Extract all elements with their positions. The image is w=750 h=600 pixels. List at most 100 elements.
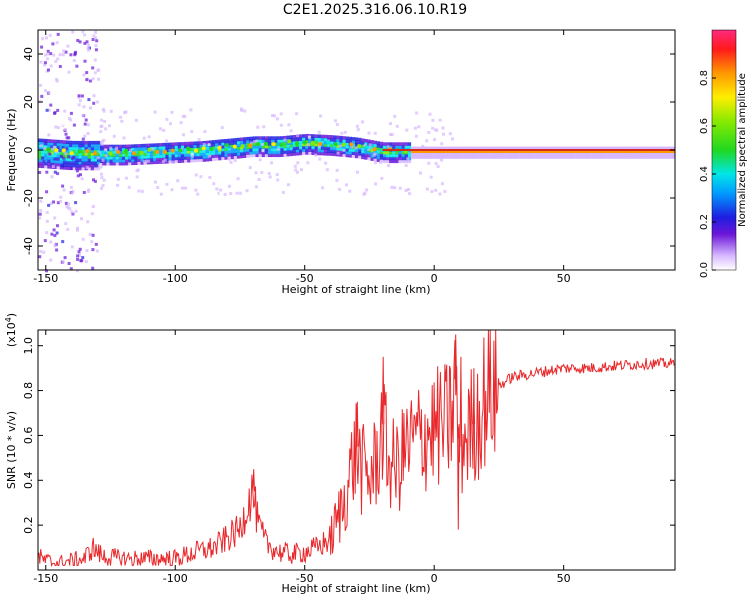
heatmap-noise-cell: [46, 49, 50, 53]
heatmap-cell: [550, 152, 554, 156]
heatmap-cell: [653, 146, 657, 151]
heatmap-cell: [473, 149, 477, 153]
heatmap-cell: [569, 146, 573, 151]
heatmap-noise-cell: [81, 114, 85, 118]
heatmap-cell: [501, 152, 505, 156]
heatmap-noise-cell: [92, 101, 96, 105]
heatmap-cell: [93, 140, 98, 145]
heatmap-cell: [345, 148, 349, 152]
heatmap-noise-cell: [114, 148, 118, 152]
heatmap-cell: [87, 158, 91, 162]
heatmap-cell: [109, 156, 113, 160]
heatmap-noise-cell: [245, 189, 249, 193]
heatmap-cell: [525, 149, 530, 153]
heatmap-noise-cell: [268, 175, 272, 179]
heatmap-cell: [286, 144, 290, 148]
heatmap-cell: [637, 146, 641, 151]
heatmap-cell: [286, 135, 290, 140]
heatmap-ridge-dot: [287, 139, 292, 144]
heatmap-ridge-dot: [357, 144, 362, 149]
heatmap-cell: [560, 155, 564, 159]
heatmap-cell: [634, 146, 638, 151]
heatmap-cell: [588, 155, 592, 159]
heatmap-cell: [106, 162, 110, 166]
heatmap-noise-cell: [428, 155, 432, 159]
heatmap-cell: [59, 140, 64, 144]
heatmap-noise-cell: [170, 188, 174, 192]
heatmap-cell: [187, 159, 191, 163]
heatmap-cell: [665, 146, 669, 151]
heatmap-ridge-dot: [318, 141, 323, 146]
heatmap-cell: [103, 150, 107, 154]
heatmap-cell: [522, 152, 526, 156]
heatmap-cell: [93, 163, 98, 168]
heatmap-cell: [625, 146, 629, 151]
heatmap-cell: [354, 137, 359, 141]
heatmap-cell: [507, 155, 511, 159]
heatmap-noise-cell: [87, 98, 91, 102]
heatmap-noise-cell: [219, 191, 223, 195]
heatmap-cell: [93, 155, 98, 159]
heatmap-cell: [44, 164, 48, 169]
heatmap-cell: [476, 155, 480, 159]
heatmap-noise-cell: [124, 176, 128, 180]
heatmap-noise-cell: [77, 250, 81, 254]
heatmap-cell: [87, 166, 91, 171]
heatmap-cell: [606, 155, 610, 159]
heatmap-cell: [171, 156, 175, 161]
heatmap-cell: [351, 151, 356, 155]
heatmap-cell: [177, 145, 182, 149]
heatmap-noise-cell: [170, 110, 174, 114]
heatmap-cell: [634, 149, 638, 153]
heatmap-cell: [81, 143, 85, 148]
heatmap-cell: [128, 153, 132, 157]
heatmap-noise-cell: [404, 164, 408, 167]
heatmap-cell: [180, 142, 185, 146]
heatmap-cell: [236, 152, 241, 156]
heatmap-cell: [308, 137, 312, 141]
heatmap-noise-cell: [421, 144, 425, 148]
heatmap-noise-cell: [101, 184, 105, 187]
heatmap-cell: [507, 146, 511, 151]
heatmap-cell: [131, 147, 135, 151]
heatmap-cell: [323, 146, 328, 150]
heatmap-cell: [230, 144, 234, 148]
heatmap-cell: [600, 146, 604, 151]
heatmap-ridge-dot: [232, 144, 237, 149]
heatmap-cell: [435, 152, 439, 156]
heatmap-noise-cell: [159, 127, 162, 131]
heatmap-cell: [75, 140, 79, 145]
heatmap-noise-cell: [116, 183, 120, 187]
heatmap-cell: [668, 149, 673, 153]
heatmap-noise-cell: [335, 178, 339, 182]
heatmap-ridge-dot: [93, 151, 97, 156]
heatmap-cell: [311, 148, 315, 153]
heatmap-cell: [258, 142, 262, 146]
heatmap-cell: [364, 139, 368, 143]
heatmap-cell: [572, 146, 576, 151]
heatmap-noise-cell: [48, 152, 52, 156]
heatmap-cell: [153, 160, 157, 165]
heatmap-cell: [112, 162, 116, 166]
heatmap-cell: [165, 154, 169, 158]
heatmap-noise-cell: [254, 171, 258, 175]
heatmap-cell: [454, 149, 458, 153]
heatmap-noise-cell: [203, 130, 207, 134]
heatmap-cell: [376, 155, 380, 160]
heatmap-cell: [479, 146, 483, 151]
heatmap-noise-cell: [92, 34, 96, 38]
heatmap-noise-cell: [295, 170, 299, 174]
heatmap-noise-cell: [85, 71, 89, 75]
heatmap-cell: [146, 155, 151, 159]
heatmap-noise-cell: [49, 258, 53, 262]
heatmap-cell: [473, 152, 477, 156]
heatmap-cell: [267, 142, 272, 146]
heatmap-noise-cell: [70, 245, 74, 249]
heatmap-noise-cell: [56, 108, 60, 112]
heatmap-cell: [72, 149, 76, 153]
heatmap-cell: [637, 155, 641, 159]
heatmap-noise-cell: [261, 142, 264, 146]
heatmap-cell: [299, 148, 303, 153]
heatmap-noise-cell: [53, 216, 57, 220]
heatmap-cell: [578, 155, 582, 159]
